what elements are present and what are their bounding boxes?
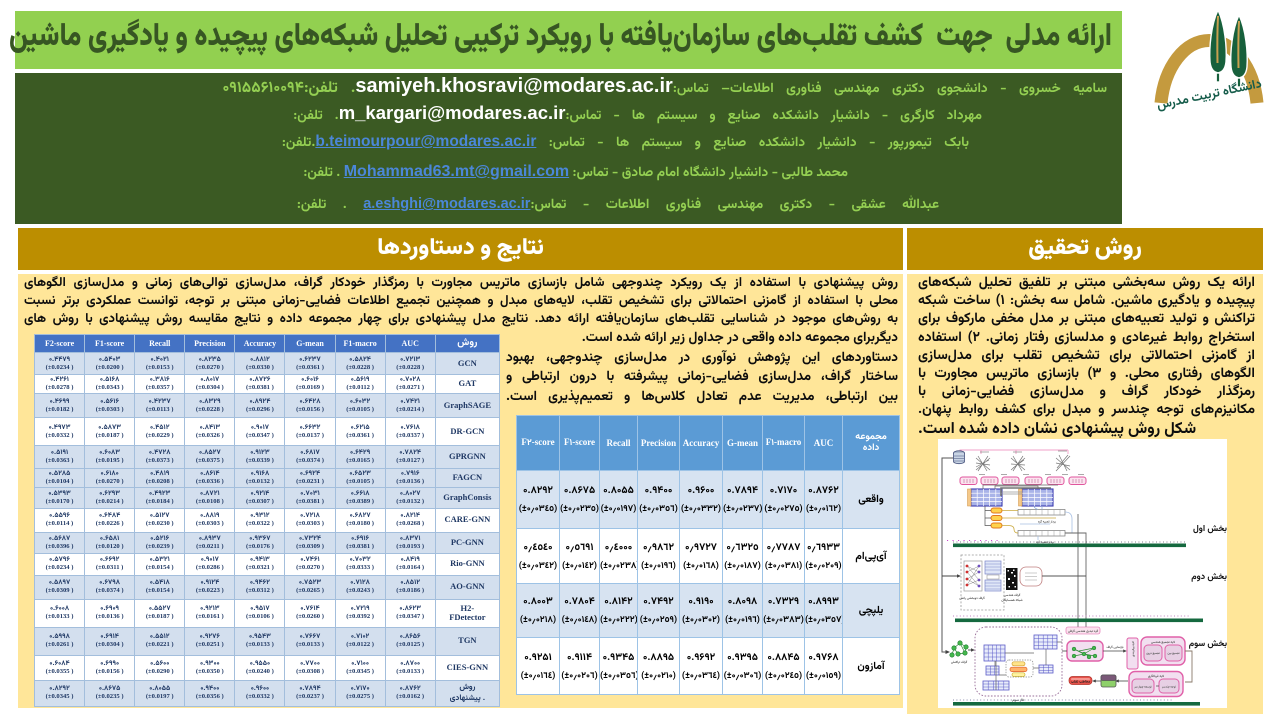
svg-text:گره تبدیل هندسی گرافی: گره تبدیل هندسی گرافی [1068, 629, 1099, 634]
svg-text:لایه پیکربندی: لایه پیکربندی [1131, 641, 1136, 657]
svg-text:لایه تجمیع هندسی: لایه تجمیع هندسی [1151, 640, 1175, 645]
svg-text:تجمیع درون: تجمیع درون [1146, 651, 1160, 656]
svg-text:شبکه همسایگان: شبکه همسایگان [1001, 598, 1023, 603]
svg-text:بخش اول: بخش اول [1193, 522, 1227, 536]
svg-text:بخش دوم: بخش دوم [1191, 570, 1227, 584]
svg-text:بردار تعبیه گره: بردار تعبیه گره [1036, 540, 1054, 545]
svg-text:توجه چندسر: توجه چندسر [1161, 685, 1176, 690]
svg-text:بازنمایی گراف: بازنمایی گراف [1107, 645, 1124, 650]
svg-text:گراف تراکنش: گراف تراکنش [951, 660, 968, 665]
svg-text:لایه غربالگری: لایه غربالگری [1148, 674, 1164, 679]
svg-text:مخاطب تقلب: مخاطب تقلب [1071, 679, 1091, 685]
svg-text:بخش سوم: بخش سوم [1189, 637, 1227, 651]
svg-text:گراف هندسی: گراف هندسی [1004, 593, 1021, 598]
svg-text:تجمیع بین: تجمیع بین [1168, 651, 1180, 656]
svg-text:گراف دوبخشی رانش: گراف دوبخشی رانش [959, 596, 985, 601]
svg-text:بردار تعبیه گره: بردار تعبیه گره [1038, 520, 1056, 525]
svg-text:توسعه چهار سر: توسعه چهار سر [1133, 685, 1151, 690]
